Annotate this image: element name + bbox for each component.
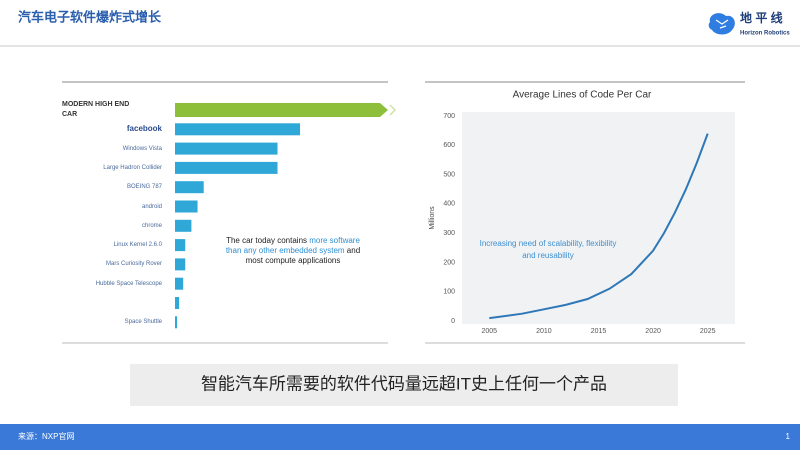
logo-text: 地 平 线 xyxy=(740,10,783,25)
bar xyxy=(175,142,278,155)
category-label: android xyxy=(141,203,162,210)
category-label: Linux Kernel 2.6.0 xyxy=(113,242,162,249)
y-tick-label: 600 xyxy=(443,142,455,149)
y-tick-label: 500 xyxy=(443,171,455,178)
line-series xyxy=(489,133,709,320)
y-tick-label: 100 xyxy=(443,289,455,296)
x-tick-label: 2010 xyxy=(536,328,552,335)
caption: 智能汽车所需要的软件代码量远超IT史上任何一个产品 xyxy=(201,374,607,393)
x-tick-label: 2005 xyxy=(482,328,498,335)
y-tick-label: 0 xyxy=(451,318,455,325)
category-label: Hubble Space Telescope xyxy=(95,280,162,287)
bar xyxy=(175,239,186,252)
chart-title: Average Lines of Code Per Car xyxy=(513,90,652,101)
logo-subtext: Horizon Robotics xyxy=(740,31,790,37)
bar xyxy=(175,123,301,136)
bar xyxy=(175,200,198,213)
bar xyxy=(175,277,184,290)
bar xyxy=(175,316,178,329)
bar xyxy=(175,103,388,117)
bar xyxy=(175,297,180,309)
category-label: Space Shuttle xyxy=(124,319,162,326)
bar xyxy=(175,181,204,194)
y-tick-label: 200 xyxy=(443,259,455,266)
annotation-part: The car today contains xyxy=(226,236,310,245)
bar-arrow xyxy=(389,104,397,116)
category-label: BOEING 787 xyxy=(126,184,162,191)
category-label: MODERN HIGH END CAR xyxy=(62,101,130,118)
right-annotation: Increasing need of scalability, flexibil… xyxy=(479,239,617,260)
annotation-part: and most compute applications xyxy=(245,246,361,265)
category-label: chrome xyxy=(141,222,162,229)
caption-box xyxy=(130,364,678,406)
bar xyxy=(175,161,278,174)
left-annotation: The car today contains more software tha… xyxy=(218,236,368,266)
slide-title: 汽车电子软件爆炸式增长 xyxy=(18,9,162,24)
x-tick-label: 2015 xyxy=(591,328,607,335)
y-axis-label: Millions xyxy=(429,206,436,230)
footer-source: 来源：NXP官网 xyxy=(18,431,74,441)
logo-icon xyxy=(708,13,735,35)
x-tick-label: 2025 xyxy=(700,328,716,335)
bar xyxy=(175,219,192,232)
annotation-highlight: more software than any other embedded sy… xyxy=(225,236,360,255)
category-label: Windows Vista xyxy=(122,145,162,152)
bar xyxy=(175,258,186,271)
category-label: Large Hadron Collider xyxy=(103,164,162,171)
category-label: Mars Curiosity Rover xyxy=(105,261,162,268)
footer-bar xyxy=(0,424,800,450)
page-number: 1 xyxy=(786,432,791,441)
y-tick-label: 700 xyxy=(443,113,455,120)
y-tick-label: 300 xyxy=(443,230,455,237)
plot-background xyxy=(462,112,735,324)
category-label: facebook xyxy=(126,124,162,134)
y-tick-label: 400 xyxy=(443,201,455,208)
x-tick-label: 2020 xyxy=(645,328,661,335)
